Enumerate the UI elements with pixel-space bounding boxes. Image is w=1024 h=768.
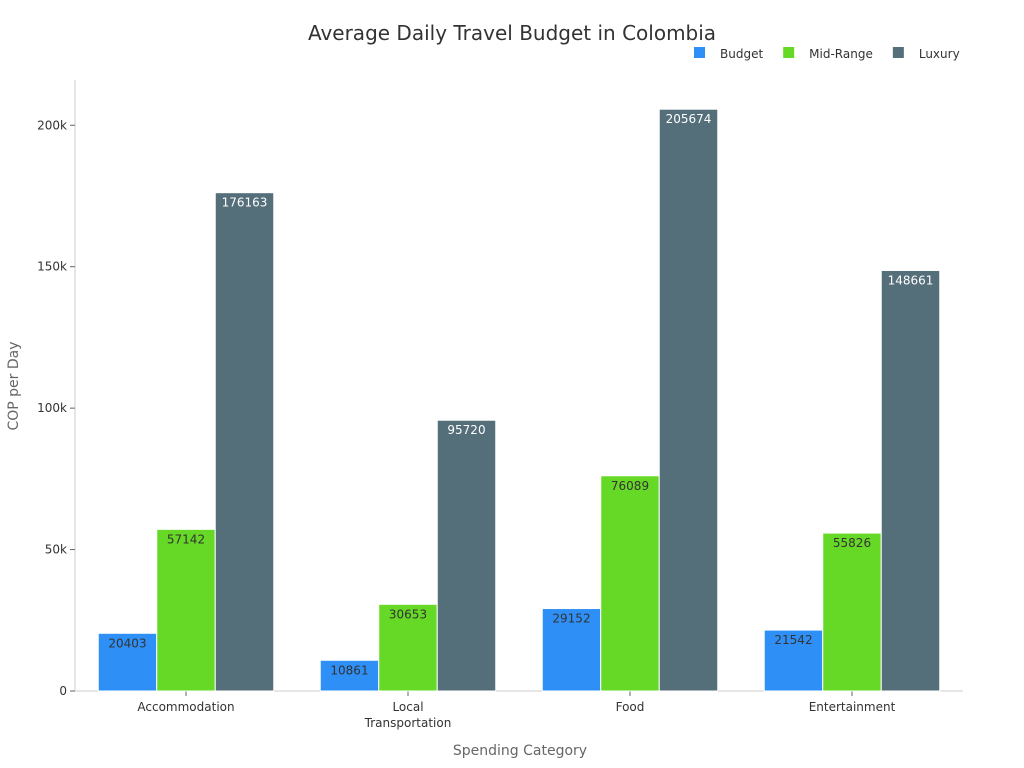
- x-axis-label: Spending Category: [453, 743, 587, 759]
- y-tick-label: 50k: [45, 543, 67, 557]
- y-tick-label: 150k: [37, 260, 67, 274]
- bar-luxury: [658, 108, 719, 692]
- bar-mid-range: [156, 528, 216, 692]
- x-tick-label: Transportation: [364, 716, 452, 730]
- y-tick-label: 200k: [37, 118, 67, 132]
- bar-budget: [763, 629, 824, 692]
- bar-mid-range: [822, 532, 882, 692]
- legend: Budget Mid-Range Luxury: [694, 47, 960, 61]
- data-label: 148661: [888, 273, 934, 287]
- bar-budget: [97, 632, 158, 692]
- legend-label: Budget: [720, 47, 763, 61]
- data-label: 30653: [389, 607, 427, 621]
- data-label: 57142: [167, 532, 205, 546]
- chart-title: Average Daily Travel Budget in Colombia: [308, 21, 716, 45]
- bar-luxury: [214, 192, 275, 692]
- legend-swatch-luxury: [892, 47, 904, 58]
- data-label: 205674: [666, 112, 712, 126]
- bar-luxury: [436, 419, 497, 692]
- legend-swatch-budget: [694, 47, 705, 58]
- x-tick-label: Accommodation: [137, 700, 234, 714]
- y-tick-label: 100k: [37, 401, 67, 415]
- data-label: 95720: [447, 423, 485, 437]
- data-label: 20403: [108, 636, 146, 650]
- data-label: 10861: [330, 663, 368, 677]
- x-tick-label: Local: [392, 700, 423, 714]
- data-label: 176163: [222, 196, 268, 210]
- legend-swatch-mid-range: [783, 47, 795, 58]
- x-tick-label: Food: [616, 700, 645, 714]
- y-tick-label: 0: [59, 684, 67, 698]
- y-axis-label: COP per Day: [6, 341, 22, 430]
- bar-luxury: [880, 269, 941, 692]
- data-label: 76089: [611, 479, 649, 493]
- legend-label: Mid-Range: [809, 47, 873, 61]
- data-label: 29152: [552, 612, 590, 626]
- bar-budget: [319, 659, 380, 692]
- x-tick-label: Entertainment: [809, 700, 896, 714]
- bar-mid-range: [600, 475, 660, 692]
- legend-label: Luxury: [919, 47, 960, 61]
- bar-budget: [541, 608, 602, 692]
- data-label: 21542: [774, 633, 812, 647]
- data-label: 55826: [833, 536, 871, 550]
